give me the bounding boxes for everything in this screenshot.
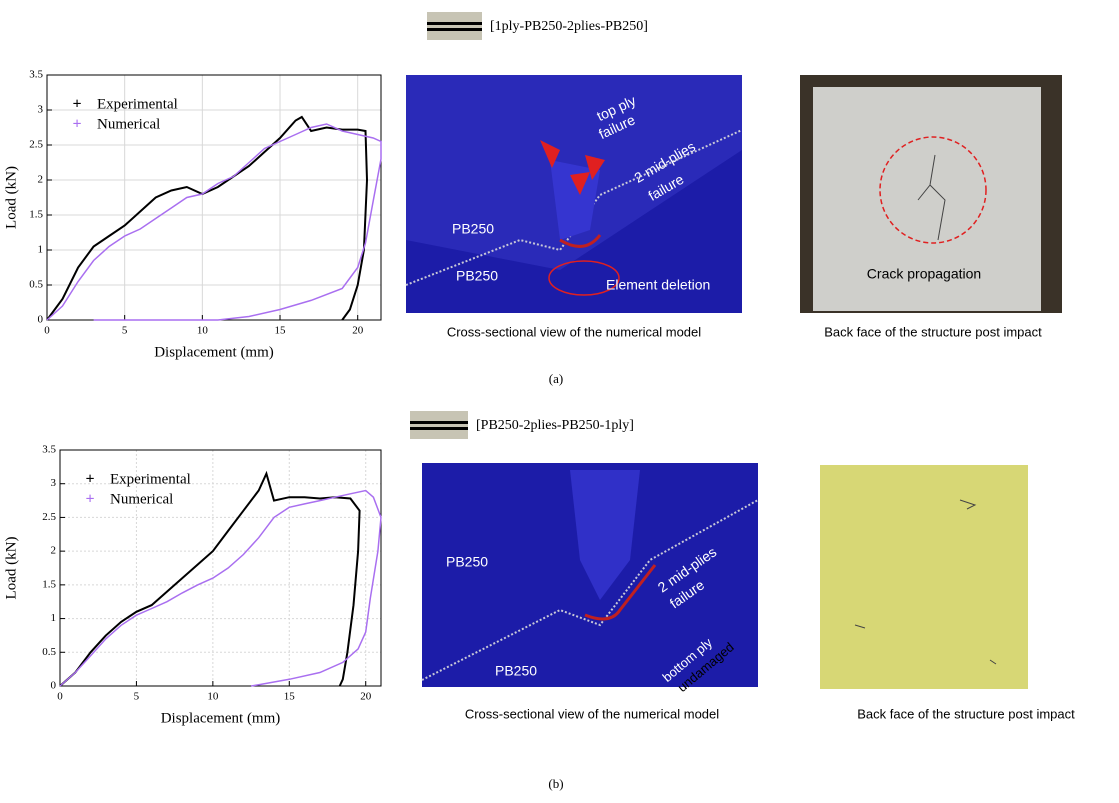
model-caption: Cross-sectional view of the numerical mo… bbox=[465, 706, 719, 721]
data-line bbox=[59, 489, 382, 687]
x-tick-label: 10 bbox=[207, 691, 219, 703]
photo-label: Crack propagation bbox=[867, 266, 981, 282]
model-label: Element deletion bbox=[606, 277, 710, 293]
plot-frame bbox=[59, 449, 382, 687]
legend-label: Experimental bbox=[110, 471, 191, 487]
layup-icon bbox=[427, 12, 482, 40]
photo bbox=[800, 75, 1062, 313]
x-tick-label: 0 bbox=[44, 325, 50, 337]
y-tick-label: 3 bbox=[51, 477, 57, 489]
layup-icon bbox=[410, 411, 468, 439]
y-tick-label: 0 bbox=[38, 314, 44, 326]
model-image bbox=[405, 75, 743, 313]
x-tick-label: 5 bbox=[134, 691, 140, 703]
y-tick-label: 0.5 bbox=[29, 279, 43, 291]
legend-marker: + bbox=[72, 96, 81, 113]
model-caption: Cross-sectional view of the numerical mo… bbox=[447, 324, 701, 339]
photo bbox=[820, 465, 1028, 689]
y-tick-label: 0 bbox=[51, 680, 57, 692]
y-tick-label: 3.5 bbox=[42, 444, 56, 456]
model-label: PB250 bbox=[452, 221, 494, 237]
y-axis-label: Load (kN) bbox=[3, 537, 19, 600]
x-tick-label: 15 bbox=[284, 691, 296, 703]
x-tick-label: 0 bbox=[57, 691, 63, 703]
data-line bbox=[46, 123, 382, 321]
legend-marker: + bbox=[85, 491, 94, 508]
y-tick-label: 2.5 bbox=[29, 139, 43, 151]
photo-caption: Back face of the structure post impact bbox=[824, 324, 1042, 339]
x-tick-label: 20 bbox=[360, 691, 372, 703]
x-tick-label: 10 bbox=[197, 325, 209, 337]
x-axis-label: Displacement (mm) bbox=[154, 344, 274, 360]
photo-caption: Back face of the structure post impact bbox=[857, 706, 1075, 721]
y-tick-label: 1.5 bbox=[29, 209, 43, 221]
y-tick-label: 0.5 bbox=[42, 646, 56, 658]
y-tick-label: 2.5 bbox=[42, 511, 56, 523]
legend-label: Experimental bbox=[97, 96, 178, 112]
y-tick-label: 2 bbox=[51, 545, 57, 557]
layup-label: [PB250-2plies-PB250-1ply] bbox=[476, 418, 634, 433]
y-tick-label: 2 bbox=[38, 174, 44, 186]
x-tick-label: 5 bbox=[122, 325, 128, 337]
y-tick-label: 1 bbox=[38, 244, 44, 256]
y-tick-label: 1 bbox=[51, 612, 57, 624]
legend-label: Numerical bbox=[110, 491, 173, 507]
model-label: PB250 bbox=[495, 663, 537, 679]
legend-marker: + bbox=[72, 116, 81, 133]
x-axis-label: Displacement (mm) bbox=[161, 710, 281, 726]
data-line bbox=[59, 470, 361, 687]
model-image bbox=[421, 463, 759, 687]
panel-label: (b) bbox=[548, 776, 563, 791]
legend-marker: + bbox=[85, 471, 94, 488]
layup-label: [1ply-PB250-2plies-PB250] bbox=[490, 19, 648, 34]
legend-label: Numerical bbox=[97, 116, 160, 132]
x-tick-label: 15 bbox=[275, 325, 287, 337]
model-label: PB250 bbox=[446, 554, 488, 570]
x-tick-label: 20 bbox=[352, 325, 364, 337]
data-line bbox=[46, 115, 369, 321]
y-tick-label: 1.5 bbox=[42, 578, 56, 590]
y-tick-label: 3 bbox=[38, 104, 44, 116]
panel-label: (a) bbox=[549, 371, 563, 386]
y-axis-label: Load (kN) bbox=[3, 166, 19, 229]
model-label: PB250 bbox=[456, 268, 498, 284]
y-tick-label: 3.5 bbox=[29, 69, 43, 81]
